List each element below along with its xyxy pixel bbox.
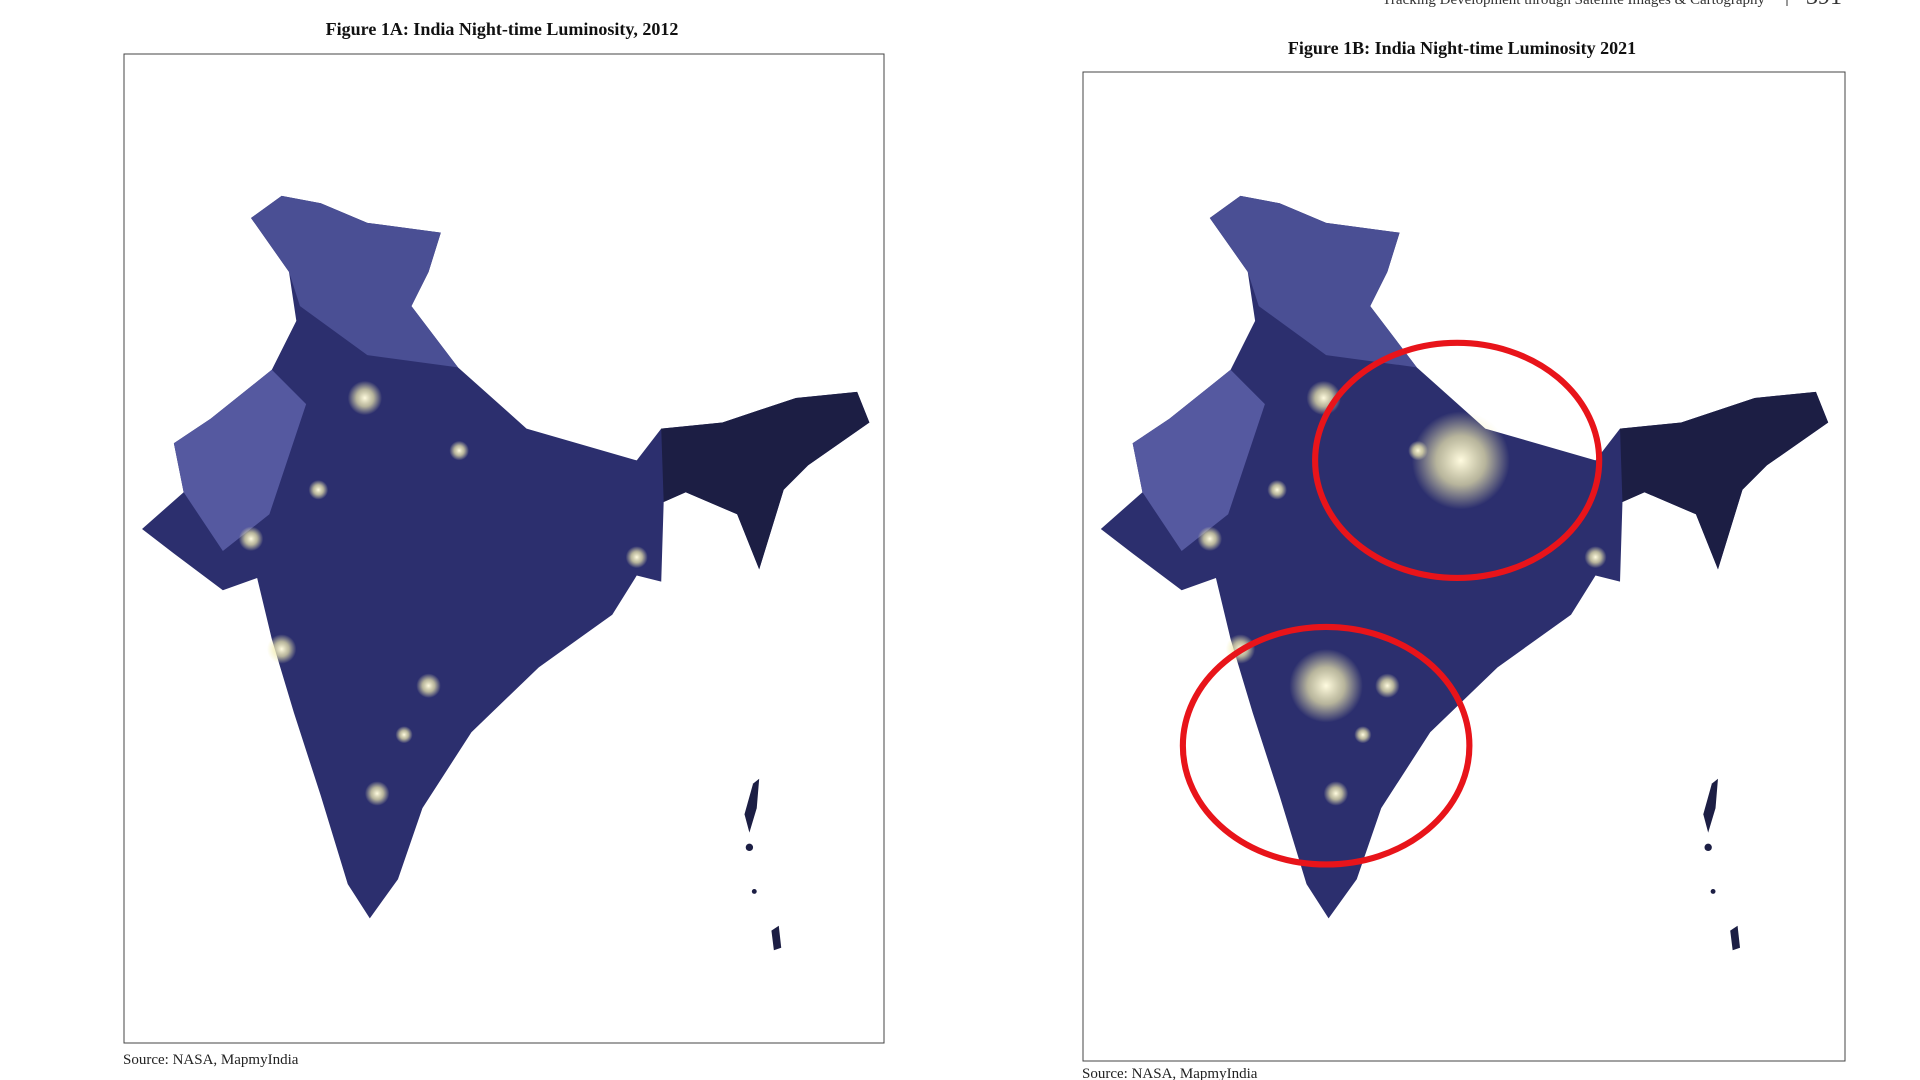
figure-frame bbox=[1082, 71, 1846, 1062]
figure-title: Figure 1A: India Night-time Luminosity, … bbox=[326, 19, 679, 39]
figure-source: Source: NASA, MapmyIndia bbox=[1082, 1066, 1258, 1080]
map-2021 bbox=[1100, 195, 1829, 951]
map-2012 bbox=[142, 195, 870, 951]
figure-frame bbox=[123, 53, 885, 1044]
figure-title: Figure 1B: India Night-time Luminosity 2… bbox=[1288, 38, 1636, 58]
highlight-annotations bbox=[1179, 339, 1603, 868]
highlight-ellipse bbox=[1312, 339, 1603, 582]
page-number: 391 bbox=[1806, 0, 1842, 10]
highlight-ellipse bbox=[1179, 623, 1473, 868]
figure-source: Source: NASA, MapmyIndia bbox=[123, 1052, 299, 1068]
running-title: Tracking Development through Satellite I… bbox=[1382, 0, 1765, 8]
